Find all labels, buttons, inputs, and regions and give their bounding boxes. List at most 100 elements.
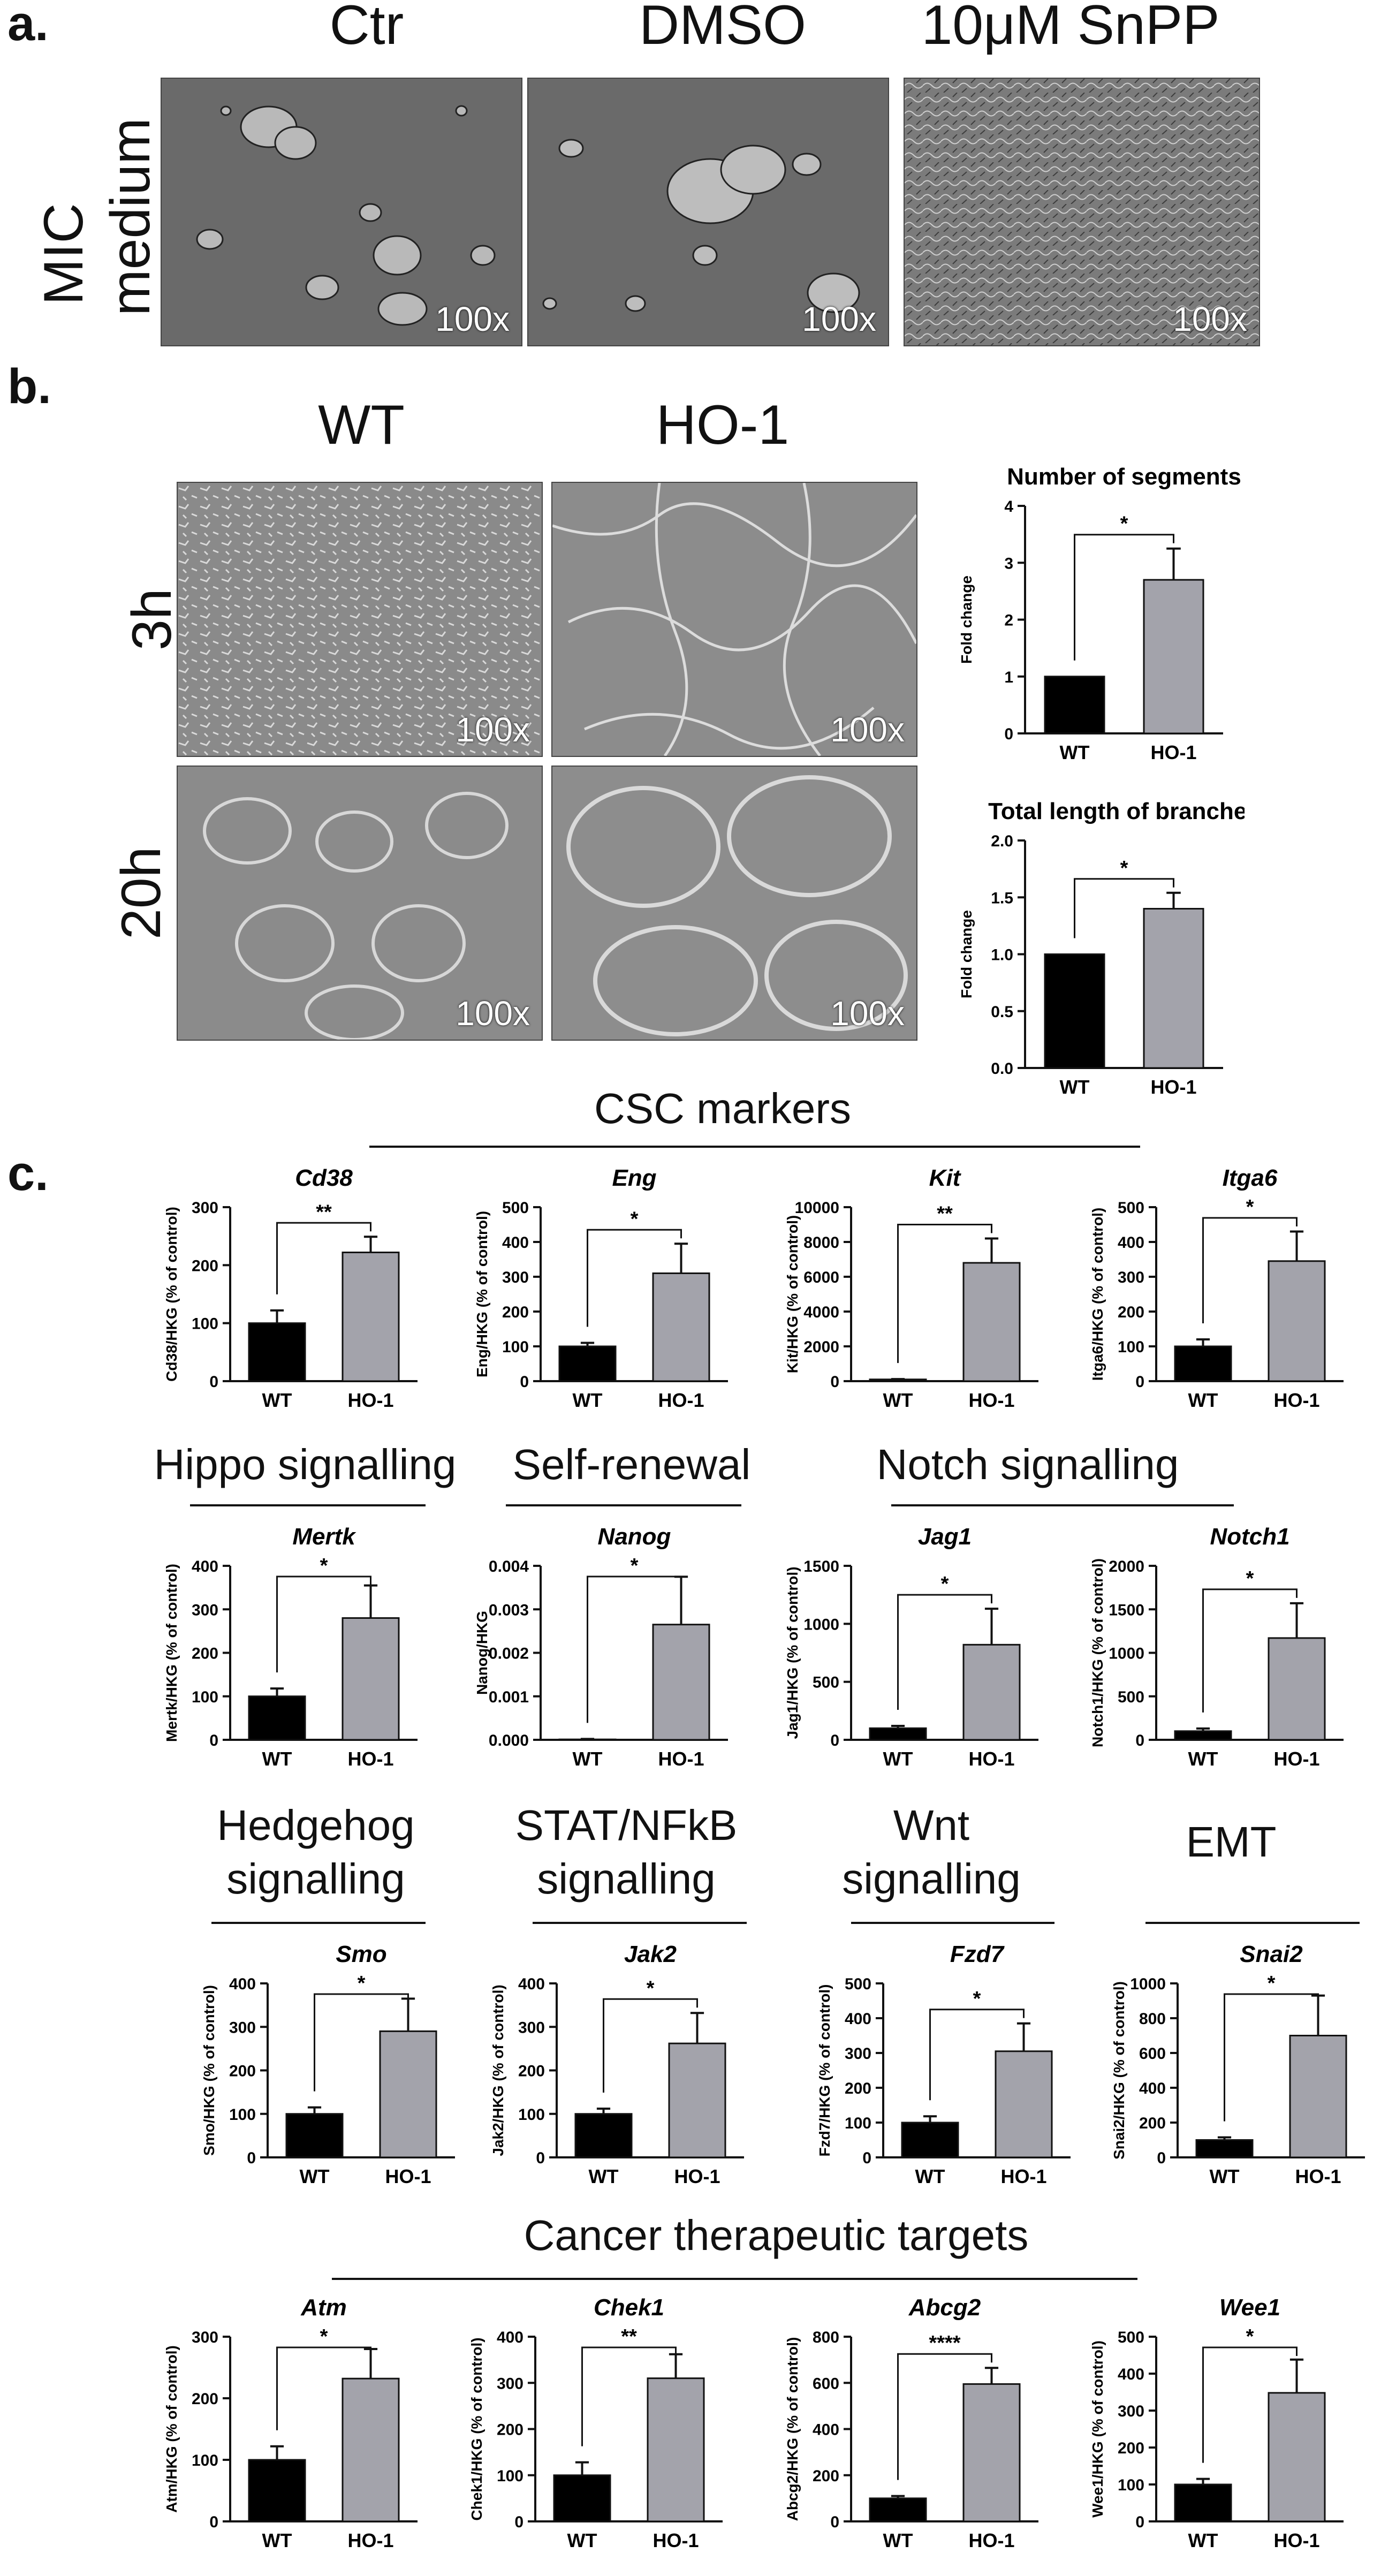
group-line-csc-markers bbox=[369, 1146, 1140, 1148]
chart-title: Smo bbox=[336, 1941, 386, 1967]
panel-a-row-label-line1: MIC bbox=[33, 203, 95, 305]
panel-b-row-20h: 20h bbox=[110, 846, 172, 940]
x-tick-label: HO-1 bbox=[347, 1389, 393, 1411]
y-tick-label: 0.001 bbox=[489, 1688, 529, 1706]
y-tick-label: 0 bbox=[1004, 725, 1013, 743]
y-tick-label: 100 bbox=[502, 1338, 529, 1356]
panel-b-col-wt: WT bbox=[318, 394, 405, 456]
bar-ho-1 bbox=[1268, 2392, 1326, 2522]
chart-title: Cd38 bbox=[295, 1165, 353, 1191]
chart-kit: Kit Kit/HKG (% of control) 0 2000 4000 6000 80… bbox=[784, 1165, 1038, 1411]
y-tick-label: 2000 bbox=[803, 1338, 839, 1356]
y-tick-label: 300 bbox=[1118, 2403, 1144, 2420]
chart-title: Notch1 bbox=[1210, 1524, 1289, 1550]
chart-title: Eng bbox=[612, 1165, 656, 1191]
y-tick-label: 0 bbox=[830, 1373, 839, 1391]
y-tick-label: 2000 bbox=[1109, 1558, 1144, 1575]
significance-label: ** bbox=[316, 1201, 332, 1223]
significance-bracket bbox=[587, 1229, 682, 1327]
x-tick-label: WT bbox=[262, 1748, 292, 1770]
panel-a-col-ctr: Ctr bbox=[329, 0, 404, 56]
y-tick-label: 2.0 bbox=[991, 832, 1013, 850]
y-tick-label: 0 bbox=[520, 1373, 529, 1391]
bar-wt bbox=[574, 2113, 633, 2158]
significance-bracket bbox=[1074, 878, 1174, 938]
bar-wt bbox=[869, 1727, 927, 1741]
y-tick-label: 1000 bbox=[1109, 1645, 1144, 1663]
x-tick-label: WT bbox=[567, 2529, 597, 2551]
panel-a-col-snpp: 10μM SnPP bbox=[921, 0, 1220, 56]
y-tick-label: 300 bbox=[502, 1269, 529, 1286]
significance-bracket bbox=[897, 1224, 992, 1363]
y-tick-label: 400 bbox=[845, 2010, 871, 2028]
y-axis-label: Snai2/HKG (% of control) bbox=[1111, 1981, 1127, 2160]
chart-title: Chek1 bbox=[594, 2294, 664, 2321]
x-tick-label: WT bbox=[262, 2529, 292, 2551]
bar-wt bbox=[1174, 1345, 1232, 1382]
x-tick-label: WT bbox=[589, 2165, 619, 2187]
bar-ho-1 bbox=[342, 1252, 400, 1382]
significance-label: * bbox=[1246, 2325, 1254, 2348]
micrograph-wt-3h: 100x bbox=[177, 482, 543, 757]
y-tick-label: 0 bbox=[536, 2149, 545, 2167]
x-tick-label: HO-1 bbox=[658, 1748, 704, 1770]
x-tick-label: WT bbox=[883, 1389, 913, 1411]
x-tick-label: HO-1 bbox=[1273, 1389, 1319, 1411]
significance-bracket bbox=[276, 2346, 371, 2430]
y-tick-label: 500 bbox=[502, 1199, 529, 1217]
y-axis-label: Nanog/HKG bbox=[474, 1611, 490, 1695]
x-tick-label: HO-1 bbox=[1273, 1748, 1319, 1770]
chart-smo: Smo Smo/HKG (% of control) 0 100 200 300 400 WT… bbox=[201, 1941, 455, 2187]
y-tick-label: 800 bbox=[813, 2329, 839, 2346]
bar-wt bbox=[553, 2474, 611, 2522]
y-tick-label: 4 bbox=[1004, 498, 1013, 516]
y-tick-label: 0 bbox=[209, 2513, 218, 2531]
chart-mertk: Mertk Mertk/HKG (% of control) 0 100 200 300 4… bbox=[163, 1524, 418, 1770]
chart-title: Jak2 bbox=[624, 1941, 677, 1967]
bar-wt bbox=[1044, 953, 1105, 1069]
y-tick-label: 1000 bbox=[1130, 1975, 1166, 1993]
y-tick-label: 300 bbox=[229, 2019, 256, 2036]
y-tick-label: 300 bbox=[1118, 1269, 1144, 1286]
chart-title: Atm bbox=[300, 2294, 347, 2321]
x-tick-label: HO-1 bbox=[347, 1748, 393, 1770]
micrograph-wt-20h: 100x bbox=[177, 766, 543, 1041]
group-title-wnt: Wnt signalling bbox=[842, 1801, 1021, 1903]
y-tick-label: 0 bbox=[514, 2513, 524, 2531]
y-tick-label: 300 bbox=[497, 2375, 524, 2392]
x-tick-label: HO-1 bbox=[674, 2165, 720, 2187]
y-tick-label: 0 bbox=[830, 2513, 839, 2531]
panel-b-mag-wt-20h: 100x bbox=[456, 994, 530, 1033]
bar-ho-1 bbox=[379, 2030, 437, 2158]
group-line-cancer-targets bbox=[332, 2278, 1137, 2280]
x-tick-label: WT bbox=[300, 2165, 330, 2187]
chart-title: Itga6 bbox=[1223, 1165, 1278, 1191]
y-tick-label: 0 bbox=[1135, 2513, 1144, 2531]
bar-ho-1 bbox=[1289, 2035, 1347, 2158]
group-title-emt: EMT bbox=[1186, 1818, 1277, 1866]
y-axis-label: Itga6/HKG (% of control) bbox=[1089, 1208, 1106, 1381]
chart-title: Nanog bbox=[598, 1524, 671, 1550]
y-tick-label: 200 bbox=[518, 2063, 545, 2080]
y-tick-label: 200 bbox=[813, 2467, 839, 2485]
significance-bracket bbox=[603, 1998, 698, 2093]
x-tick-label: WT bbox=[1060, 1076, 1090, 1098]
significance-bracket bbox=[1202, 1588, 1298, 1713]
group-line-stat-nfkb bbox=[533, 1922, 747, 1924]
y-tick-label: 6000 bbox=[803, 1269, 839, 1286]
bar-ho-1 bbox=[1143, 579, 1204, 734]
y-tick-label: 500 bbox=[1118, 1688, 1144, 1706]
significance-label: * bbox=[320, 2325, 328, 2348]
bar-ho-1 bbox=[647, 2377, 705, 2522]
y-axis-label: Fold change bbox=[958, 575, 975, 664]
significance-bracket bbox=[276, 1575, 371, 1673]
micrograph-ho1-20h: 100x bbox=[551, 766, 917, 1041]
y-tick-label: 0 bbox=[247, 2149, 256, 2167]
y-tick-label: 0 bbox=[1157, 2149, 1166, 2167]
y-axis-label: Eng/HKG (% of control) bbox=[474, 1211, 490, 1377]
panel-a-mag-dmso: 100x bbox=[802, 300, 876, 338]
chart-nanog: Nanog Nanog/HKG 0.000 0.001 0.002 0.003 0.004 W… bbox=[474, 1524, 728, 1770]
group-title-stat-nfkb: STAT/NFkB signalling bbox=[515, 1801, 738, 1903]
significance-label: ** bbox=[621, 2325, 637, 2348]
y-axis-label: Notch1/HKG (% of control) bbox=[1089, 1558, 1106, 1747]
